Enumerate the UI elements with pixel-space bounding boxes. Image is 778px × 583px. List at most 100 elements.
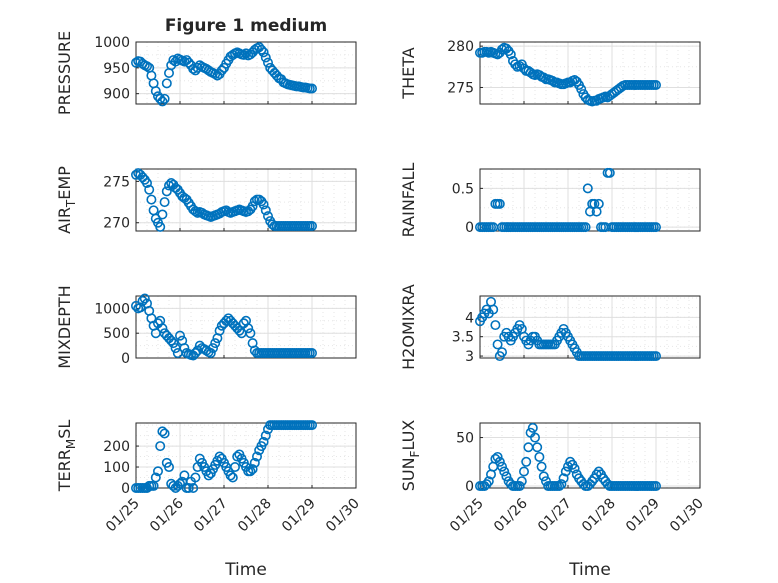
data-point: [516, 476, 527, 487]
data-point: [190, 472, 201, 483]
xlabel: Time: [224, 560, 267, 580]
data-point: [499, 466, 510, 477]
x-tick-label: 01/30: [323, 496, 363, 536]
xlabel: Time: [568, 560, 611, 580]
subplot-air-temp: 270 275 AIRTEMP: [55, 166, 357, 234]
data-point: [155, 441, 166, 452]
data-point: [249, 196, 260, 207]
data-point: [488, 304, 499, 315]
data-point: [159, 93, 170, 104]
y-tick-label: 4: [465, 310, 474, 326]
data-point: [190, 206, 201, 217]
data-point: [142, 178, 153, 189]
y-tick-label: 280: [447, 39, 474, 55]
data-point: [216, 65, 227, 76]
x-tick-label: 01/27: [191, 496, 231, 536]
data-point: [306, 83, 317, 94]
chart-title: Figure 1 medium: [165, 16, 327, 36]
subplot-rainfall: 0 0.5 RAINFALL: [399, 163, 701, 238]
data-point: [650, 481, 661, 492]
y-tick-label: 50: [456, 431, 474, 447]
y-tick-label: 1000: [94, 35, 130, 51]
data-point: [538, 72, 549, 83]
subplot-pressure: 900 950 1000 PRESSURE Figure 1 medium: [55, 16, 357, 115]
data-point: [243, 323, 254, 334]
data-point: [155, 221, 166, 232]
data-point: [238, 49, 249, 60]
data-point: [258, 199, 269, 210]
data-point: [569, 463, 580, 474]
subplot-terr-msl: 0 100 200 01/25 01/26 01/27 01/28 01/29 01/30 TER…: [55, 420, 363, 580]
data-point: [518, 466, 529, 477]
data-point: [161, 186, 172, 197]
data-point: [536, 461, 547, 472]
data-point: [560, 466, 571, 477]
y-tick-label: 0: [465, 220, 474, 236]
y-tick-label: 3: [465, 349, 474, 365]
data-point: [262, 211, 273, 222]
y-tick-label: 270: [103, 216, 130, 232]
subplot-sun-flux: 0 50 01/25 01/26 01/27 01/28 01/29 01/30 SUNFLUX…: [399, 420, 707, 580]
data-point: [582, 183, 593, 194]
data-point: [496, 461, 507, 472]
data-point: [227, 472, 238, 483]
data-point: [593, 198, 604, 209]
axes-frame: [479, 168, 701, 232]
data-point: [241, 48, 252, 59]
data-point: [190, 348, 201, 359]
ylabel: RAINFALL: [399, 163, 418, 238]
ylabel: AIRTEMP: [55, 166, 78, 234]
x-tick-label: 01/29: [623, 496, 663, 536]
ylabel: MIXDEPTH: [55, 285, 74, 368]
data-point: [131, 57, 142, 68]
data-point: [494, 456, 505, 467]
data-point: [604, 167, 615, 178]
data-point: [505, 49, 516, 60]
x-tick-label: 01/28: [235, 496, 275, 536]
data-point: [225, 470, 236, 481]
data-point: [131, 169, 142, 180]
y-tick-label: 1000: [94, 301, 130, 317]
x-tick-label: 01/26: [147, 495, 187, 535]
data-point: [168, 480, 179, 491]
data-point: [481, 479, 492, 490]
data-point: [650, 351, 661, 362]
y-tick-label: 500: [103, 326, 130, 342]
data-point: [565, 456, 576, 467]
data-point: [576, 84, 587, 95]
y-tick-label: 275: [103, 174, 130, 190]
data-point: [188, 482, 199, 493]
data-point: [256, 44, 267, 55]
x-tick-label: 01/26: [491, 495, 531, 535]
data-point: [153, 466, 164, 477]
data-point: [168, 338, 179, 349]
data-point: [245, 328, 256, 339]
ylabel: SUNFLUX: [399, 420, 422, 492]
subplot-theta: 275 280 THETA: [399, 39, 701, 107]
data-point: [157, 209, 168, 220]
subplot-mixdepth: 0 500 1000 MIXDEPTH: [55, 285, 357, 369]
data-point: [150, 472, 161, 483]
data-point: [161, 78, 172, 89]
ylabel: THETA: [399, 47, 418, 99]
data-point: [164, 180, 175, 191]
data-point: [221, 315, 232, 326]
y-tick-label: 100: [103, 460, 130, 476]
data-point: [214, 325, 225, 336]
ylabel: PRESSURE: [55, 31, 74, 115]
x-tick-label: 01/25: [103, 496, 143, 536]
data-point: [258, 47, 269, 58]
y-tick-label: 3.5: [452, 330, 474, 346]
data-point: [260, 430, 271, 441]
data-point: [558, 473, 569, 484]
data-point: [245, 466, 256, 477]
y-tick-label: 0: [465, 479, 474, 495]
data-point: [234, 325, 245, 336]
data-point: [593, 466, 604, 477]
data-point: [306, 221, 317, 232]
data-point: [492, 339, 503, 350]
data-point: [157, 323, 168, 334]
data-point: [527, 422, 538, 433]
data-point: [183, 482, 194, 493]
data-point: [146, 194, 157, 205]
